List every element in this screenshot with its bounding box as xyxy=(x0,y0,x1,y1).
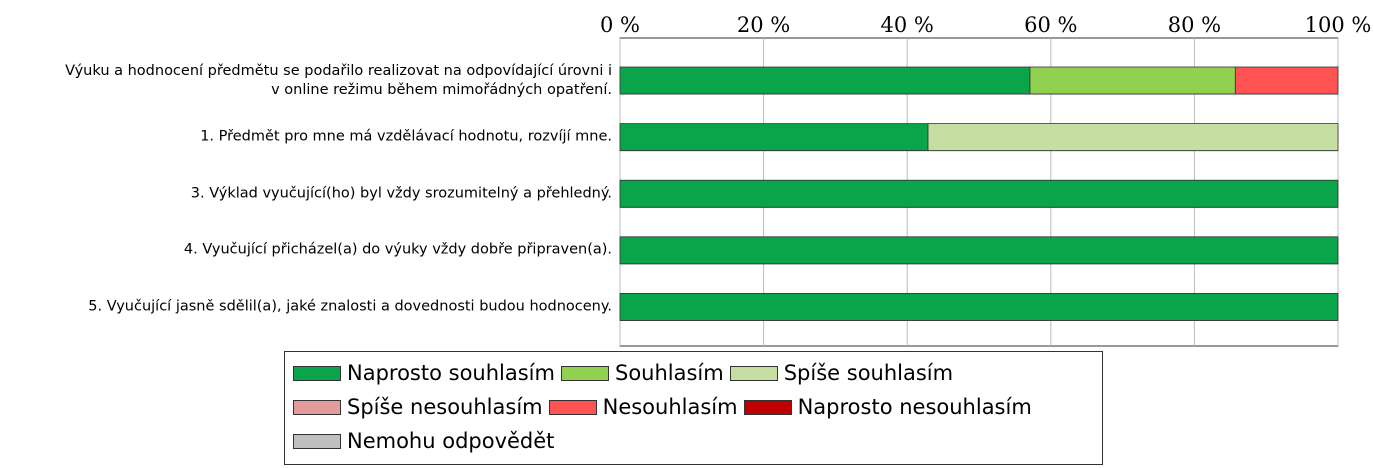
legend-item: Naprosto souhlasím xyxy=(293,356,555,390)
category-label: 5. Vyučující jasně sdělil(a), jaké znalo… xyxy=(88,298,612,315)
legend-item: Spíše nesouhlasím xyxy=(293,390,543,424)
legend-item: Spíše souhlasím xyxy=(729,356,954,390)
bar-segment xyxy=(619,123,929,151)
legend-label: Nesouhlasím xyxy=(602,395,738,419)
bar-segment xyxy=(927,123,1339,151)
bar-segment xyxy=(619,292,1339,321)
category-label: Výuku a hodnocení předmětu se podařilo r… xyxy=(65,62,612,98)
legend-item: Naprosto nesouhlasím xyxy=(743,390,1032,424)
legend-label: Naprosto nesouhlasím xyxy=(797,395,1032,419)
x-tick-label: 60 % xyxy=(1024,13,1077,37)
legend-label: Nemohu odpovědět xyxy=(347,429,555,453)
x-tick-label: 40 % xyxy=(881,13,934,37)
legend-swatch xyxy=(293,365,341,381)
legend-swatch xyxy=(548,399,597,415)
bar-segment xyxy=(1029,66,1236,95)
legend-item: Souhlasím xyxy=(560,356,724,390)
x-tick-label: 0 % xyxy=(600,13,640,37)
legend-label: Spíše souhlasím xyxy=(783,361,954,385)
bar-segment xyxy=(1234,66,1339,95)
category-label: 3. Výklad vyučující(ho) byl vždy srozumi… xyxy=(190,185,612,202)
legend-label: Souhlasím xyxy=(614,361,724,385)
legend-item: Nesouhlasím xyxy=(548,390,738,424)
legend-label: Naprosto souhlasím xyxy=(347,361,555,385)
legend-swatch xyxy=(293,433,341,449)
legend-swatch xyxy=(743,399,792,415)
legend-swatch xyxy=(560,365,609,381)
legend: Naprosto souhlasím Souhlasím Spíše souhlas… xyxy=(284,351,1103,465)
legend-label: Spíše nesouhlasím xyxy=(347,395,543,419)
bar-segment xyxy=(619,66,1031,95)
legend-swatch xyxy=(729,365,778,381)
legend-swatch xyxy=(293,399,341,415)
chart: 0 % 20 % 40 % 60 % 80 % 100 % xyxy=(600,13,1372,347)
x-tick-label: 20 % xyxy=(737,13,790,37)
legend-item: Nemohu odpovědět xyxy=(293,424,554,458)
x-tick-label: 80 % xyxy=(1168,13,1221,37)
category-label: 4. Vyučující přicházel(a) do výuky vždy … xyxy=(183,241,612,258)
bar-segment xyxy=(619,179,1339,208)
category-label: 1. Předmět pro mne má vzdělávací hodnotu… xyxy=(200,128,612,145)
x-tick-label: 100 % xyxy=(1305,13,1372,37)
bar-segment xyxy=(619,236,1339,265)
